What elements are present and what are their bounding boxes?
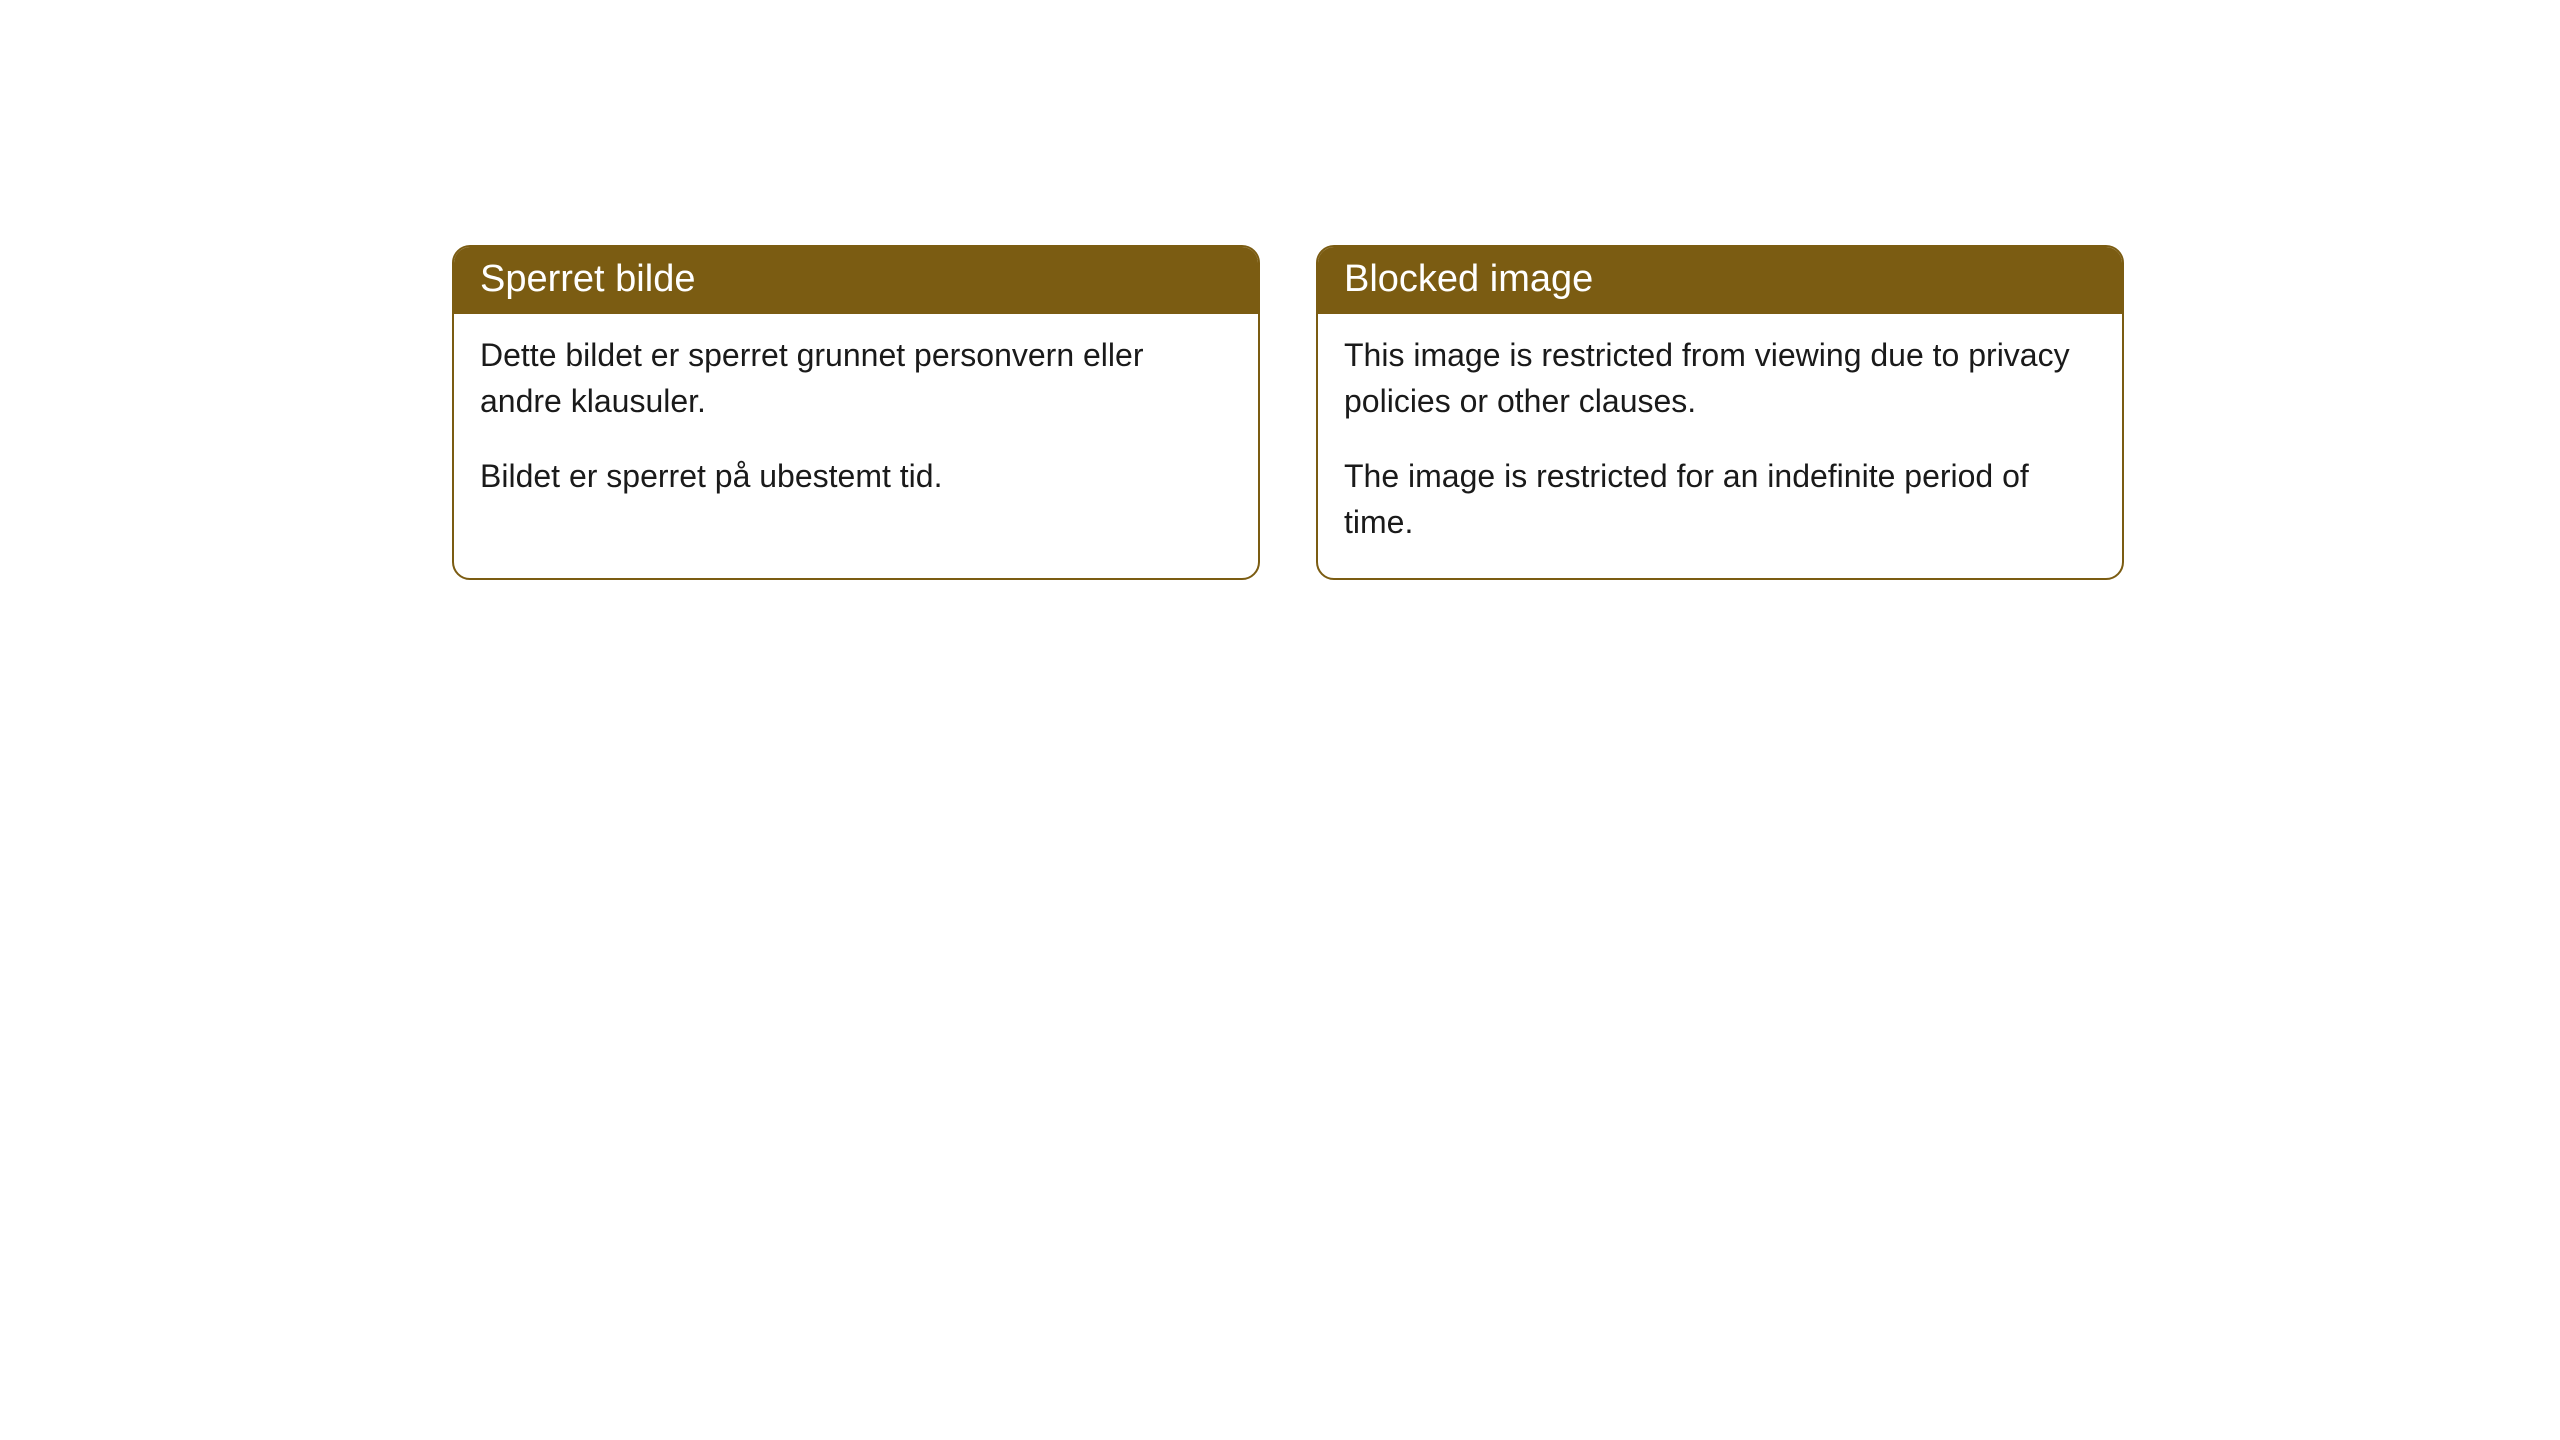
card-paragraph: The image is restricted for an indefinit… (1344, 453, 2096, 546)
notice-cards-container: Sperret bilde Dette bildet er sperret gr… (0, 0, 2560, 580)
blocked-image-card-norwegian: Sperret bilde Dette bildet er sperret gr… (452, 245, 1260, 580)
card-title: Sperret bilde (454, 247, 1258, 314)
card-paragraph: Dette bildet er sperret grunnet personve… (480, 332, 1232, 425)
blocked-image-card-english: Blocked image This image is restricted f… (1316, 245, 2124, 580)
card-paragraph: Bildet er sperret på ubestemt tid. (480, 453, 1232, 499)
card-body: Dette bildet er sperret grunnet personve… (454, 314, 1258, 531)
card-title: Blocked image (1318, 247, 2122, 314)
card-paragraph: This image is restricted from viewing du… (1344, 332, 2096, 425)
card-body: This image is restricted from viewing du… (1318, 314, 2122, 578)
